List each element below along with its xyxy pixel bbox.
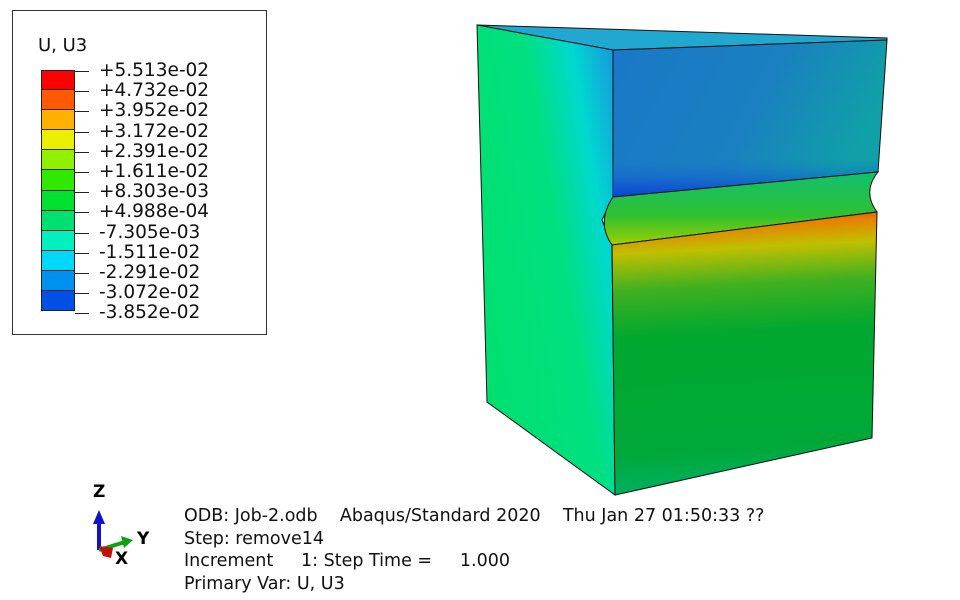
legend-value: +2.391e-02	[75, 141, 209, 162]
axis-triad: Z Y X	[93, 482, 150, 569]
odb-info-line: ODB: Job-2.odb Abaqus/Standard 2020 Thu …	[184, 506, 765, 526]
legend-value: -3.852e-02	[75, 303, 209, 323]
legend-band	[41, 70, 75, 91]
z-axis-arrow-icon	[93, 510, 105, 524]
contour-legend: U, U3 +5.513e-02 +4.732e-02 +3.952e-02 +3.1…	[12, 10, 267, 335]
y-axis-arrow-icon	[121, 536, 133, 548]
legend-value: -3.072e-02	[75, 282, 209, 303]
legend-band	[41, 150, 75, 171]
legend-value: +1.611e-02	[75, 161, 209, 182]
legend-band	[41, 270, 75, 292]
legend-value: +4.988e-04	[75, 202, 209, 222]
x-axis-arrow-icon	[99, 546, 113, 558]
lower-front-face	[611, 211, 878, 496]
y-axis-label: Y	[136, 529, 150, 549]
legend-band	[41, 210, 75, 231]
legend-value: +4.732e-02	[75, 81, 209, 101]
legend-band	[41, 110, 75, 131]
increment-line: Increment 1: Step Time = 1.000	[184, 551, 510, 571]
legend-value: -2.291e-02	[75, 262, 209, 283]
x-axis-label: X	[115, 549, 128, 569]
legend-band	[41, 230, 75, 251]
legend-value: +3.952e-02	[75, 101, 209, 121]
legend-title: U, U3	[38, 35, 88, 56]
legend-band	[41, 250, 75, 271]
left-face	[476, 24, 616, 496]
legend-band	[41, 170, 75, 191]
legend-labels: +5.513e-02 +4.732e-02 +3.952e-02 +3.172e-02…	[75, 60, 209, 323]
legend-value: +3.172e-02	[75, 121, 209, 142]
legend-color-bar	[41, 70, 75, 312]
legend-band	[41, 190, 75, 211]
upper-front-face-bottom-band	[613, 40, 887, 197]
legend-value: -7.305e-03	[75, 222, 209, 243]
step-line: Step: remove14	[184, 528, 325, 549]
legend-band	[41, 90, 75, 111]
primary-var-line: Primary Var: U, U3	[184, 573, 345, 594]
legend-band	[41, 130, 75, 151]
legend-band	[41, 291, 75, 312]
legend-value: -1.511e-02	[75, 242, 209, 263]
viewport-info-block: ODB: Job-2.odb Abaqus/Standard 2020 Thu …	[184, 505, 764, 595]
z-axis-label: Z	[93, 482, 105, 502]
legend-value: +5.513e-02	[75, 60, 209, 81]
legend-value: +8.303e-03	[75, 182, 209, 202]
